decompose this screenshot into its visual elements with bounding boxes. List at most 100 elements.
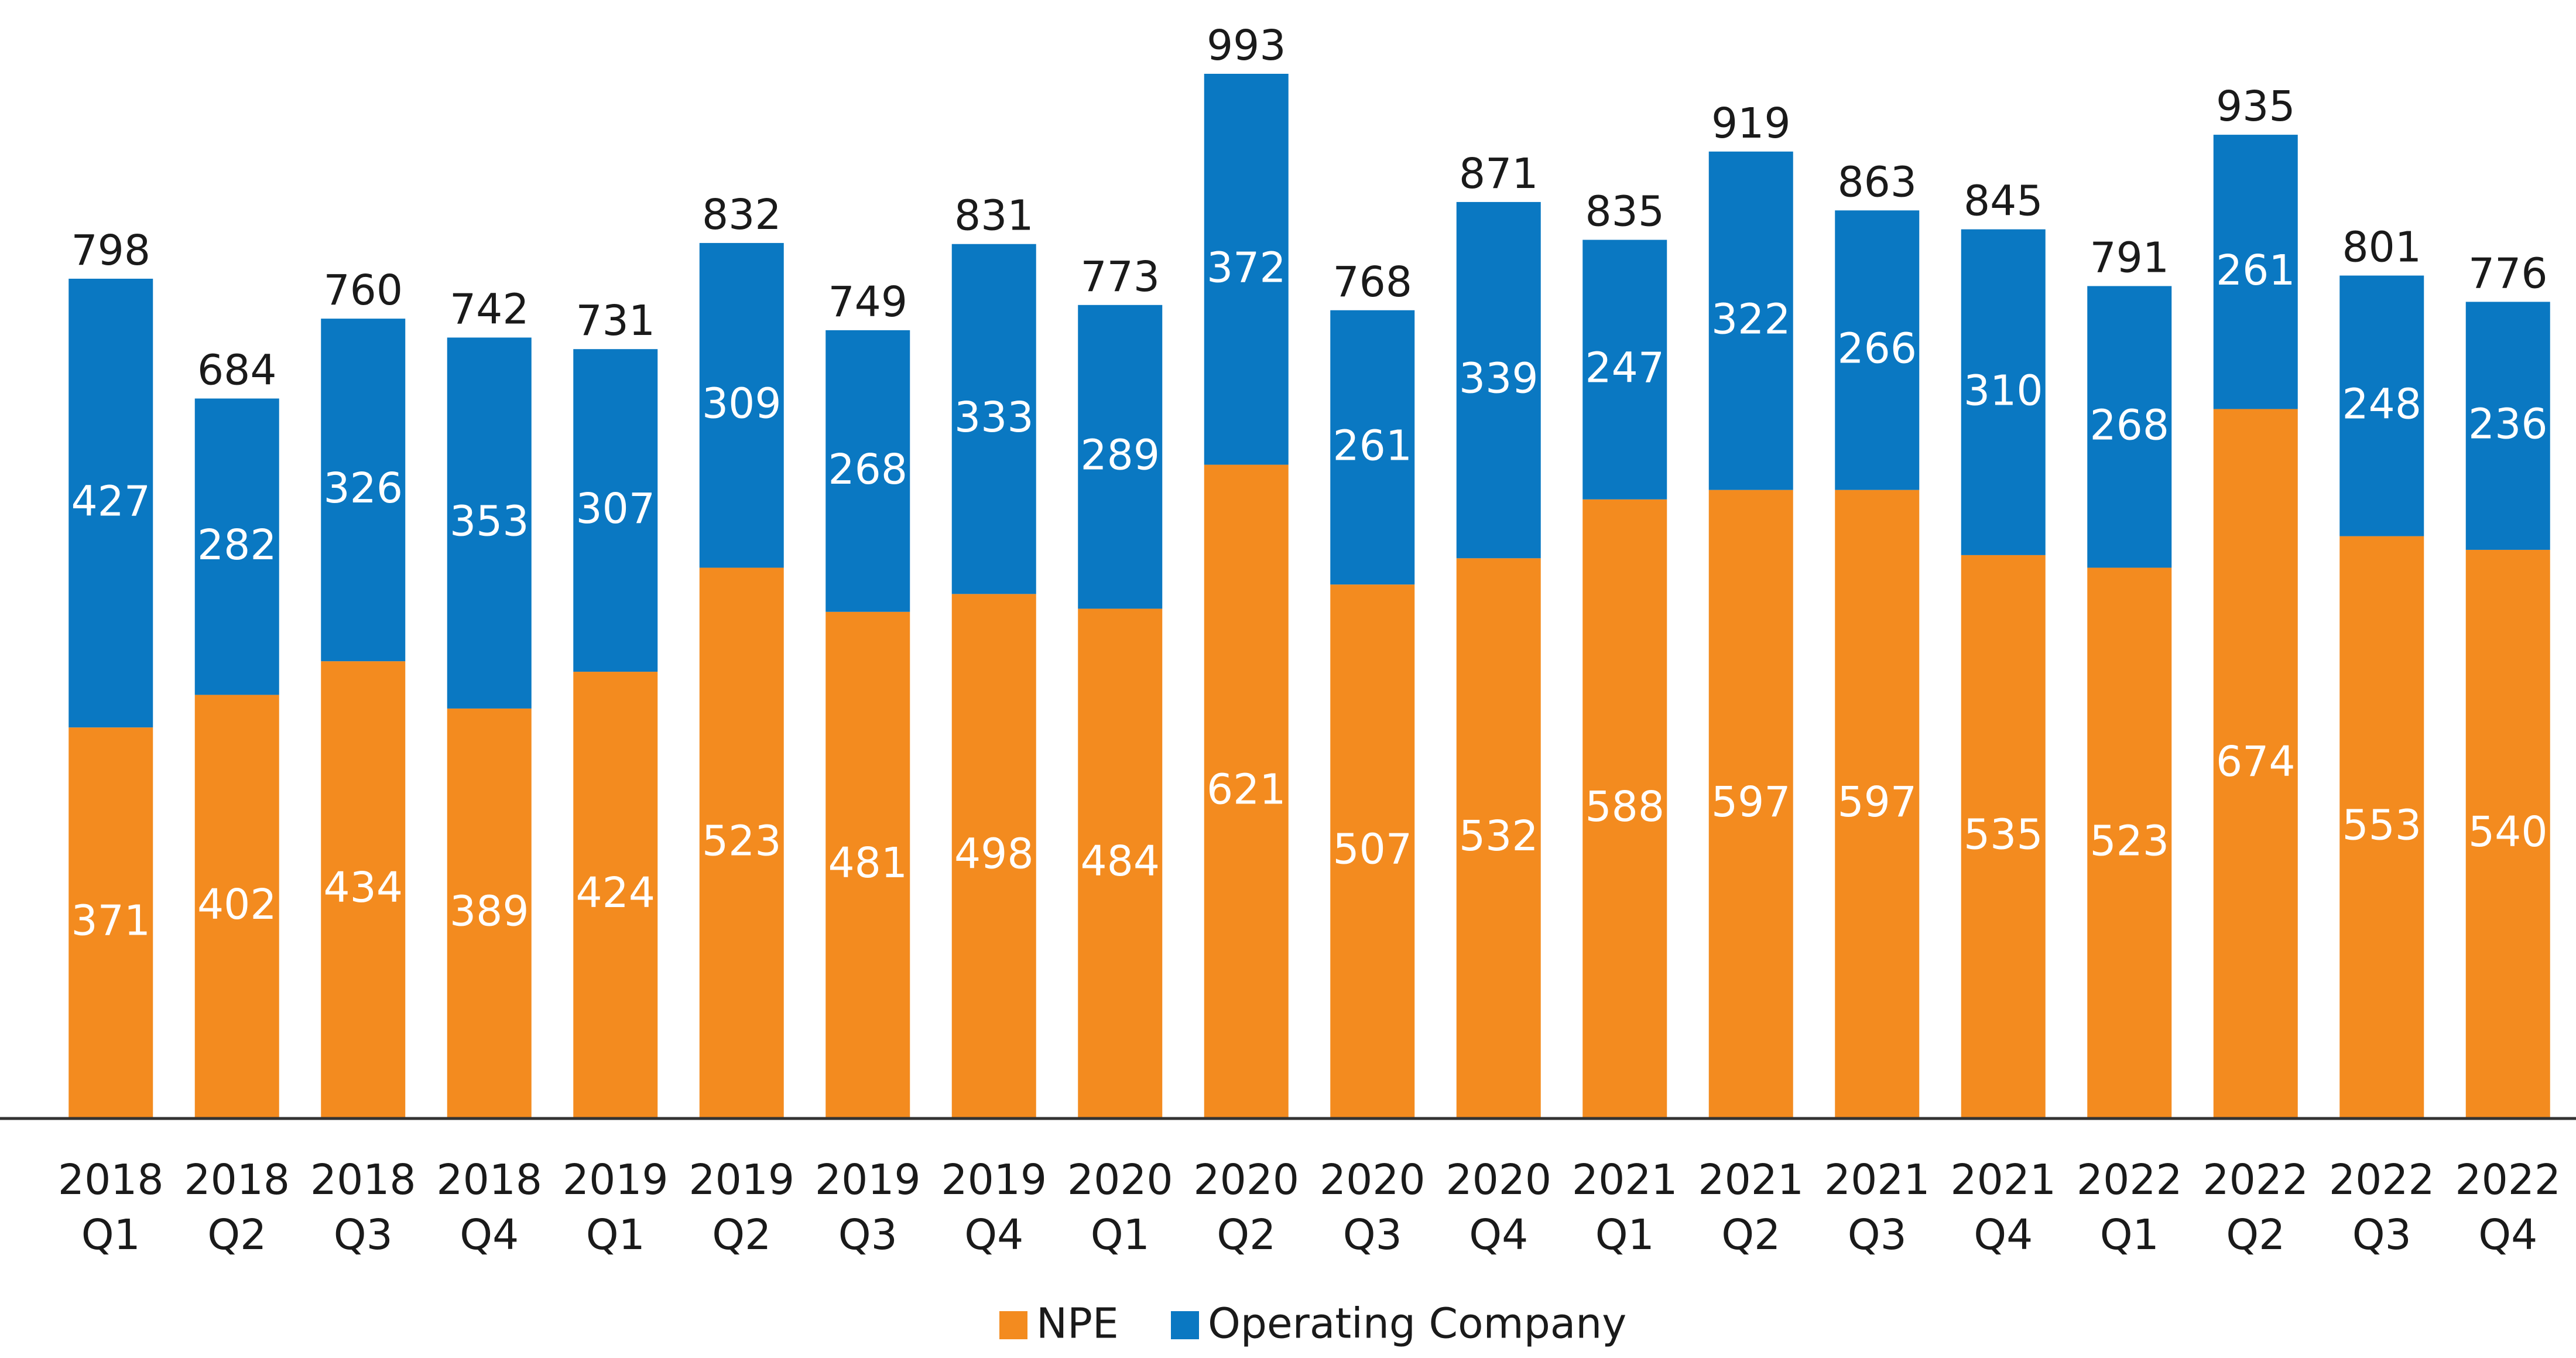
data-label-operating-company-2021-q4: 310 <box>1964 366 2043 415</box>
total-label-2020-q2: 993 <box>1207 21 1286 70</box>
tick-label-quarter-2020-q3: Q3 <box>1343 1210 1402 1259</box>
tick-label-year-2021-q4: 2021 <box>1950 1155 2056 1204</box>
tick-label-year-2022-q4: 2022 <box>2455 1155 2561 1204</box>
data-label-operating-company-2019-q2: 309 <box>702 379 782 428</box>
data-label-npe-2020-q3: 507 <box>1332 825 1412 874</box>
data-label-operating-company-2020-q1: 289 <box>1080 431 1160 480</box>
data-label-operating-company-2019-q3: 268 <box>828 445 907 494</box>
data-label-npe-2021-q4: 535 <box>1964 810 2043 858</box>
data-label-npe-2022-q1: 523 <box>2089 816 2169 865</box>
legend-swatch-npe <box>999 1311 1027 1339</box>
tick-label-year-2020-q1: 2020 <box>1067 1155 1173 1204</box>
tick-label-year-2018-q3: 2018 <box>310 1155 416 1204</box>
tick-label-quarter-2021-q4: Q4 <box>1974 1210 2033 1259</box>
tick-label-quarter-2022-q4: Q4 <box>2478 1210 2537 1259</box>
data-label-operating-company-2019-q1: 307 <box>576 484 655 533</box>
tick-label-quarter-2018-q3: Q3 <box>334 1210 393 1259</box>
total-label-2018-q2: 684 <box>197 346 277 395</box>
data-label-npe-2022-q2: 674 <box>2216 737 2296 786</box>
bars-layer: 3714277984022826844343267603893537424243… <box>68 21 2550 1117</box>
total-label-2021-q4: 845 <box>1964 177 2043 225</box>
total-label-2019-q2: 832 <box>702 190 782 239</box>
data-label-operating-company-2021-q3: 266 <box>1837 324 1917 373</box>
data-label-npe-2021-q3: 597 <box>1837 778 1917 826</box>
tick-label-quarter-2019-q1: Q1 <box>586 1210 645 1259</box>
tick-label-year-2020-q3: 2020 <box>1320 1155 1426 1204</box>
tick-label-year-2020-q4: 2020 <box>1445 1155 1551 1204</box>
data-label-operating-company-2018-q3: 326 <box>323 464 403 512</box>
total-label-2020-q1: 773 <box>1080 252 1160 301</box>
tick-label-year-2022-q2: 2022 <box>2202 1155 2308 1204</box>
tick-label-quarter-2018-q4: Q4 <box>460 1210 519 1259</box>
tick-label-year-2021-q3: 2021 <box>1824 1155 1930 1204</box>
tick-label-quarter-2022-q2: Q2 <box>2226 1210 2285 1259</box>
data-label-operating-company-2022-q3: 248 <box>2342 380 2421 429</box>
total-label-2022-q4: 776 <box>2468 249 2548 297</box>
total-label-2022-q3: 801 <box>2342 223 2421 272</box>
tick-label-year-2019-q4: 2019 <box>941 1155 1047 1204</box>
tick-label-year-2018-q2: 2018 <box>184 1155 290 1204</box>
data-label-npe-2020-q2: 621 <box>1207 765 1286 813</box>
tick-label-quarter-2020-q4: Q4 <box>1469 1210 1528 1259</box>
tick-label-year-2018-q1: 2018 <box>58 1155 164 1204</box>
data-label-operating-company-2018-q1: 427 <box>71 477 150 526</box>
data-label-operating-company-2020-q2: 372 <box>1207 243 1286 292</box>
total-label-2021-q2: 919 <box>1711 99 1791 148</box>
tick-label-quarter-2020-q1: Q1 <box>1091 1210 1150 1259</box>
data-label-npe-2020-q4: 532 <box>1459 812 1539 860</box>
legend: NPE Operating Company <box>999 1299 1626 1348</box>
data-label-npe-2022-q4: 540 <box>2468 808 2548 856</box>
tick-label-quarter-2018-q1: Q1 <box>81 1210 141 1259</box>
data-label-npe-2018-q4: 389 <box>450 887 529 935</box>
tick-label-quarter-2021-q2: Q2 <box>1721 1210 1780 1259</box>
data-label-npe-2022-q3: 553 <box>2342 801 2421 849</box>
tick-label-quarter-2019-q2: Q2 <box>712 1210 771 1259</box>
total-label-2021-q3: 863 <box>1837 158 1917 206</box>
data-label-npe-2019-q2: 523 <box>702 816 782 865</box>
total-label-2018-q1: 798 <box>71 226 150 275</box>
tick-label-quarter-2022-q3: Q3 <box>2352 1210 2411 1259</box>
data-label-npe-2019-q4: 498 <box>954 830 1034 878</box>
tick-label-year-2018-q4: 2018 <box>436 1155 542 1204</box>
data-label-operating-company-2019-q4: 333 <box>954 393 1034 442</box>
data-label-operating-company-2020-q3: 261 <box>1332 421 1412 470</box>
legend-label-operating-company: Operating Company <box>1208 1299 1626 1348</box>
total-label-2019-q1: 731 <box>576 296 655 345</box>
data-label-npe-2019-q1: 424 <box>576 868 655 917</box>
tick-label-quarter-2022-q1: Q1 <box>2100 1210 2159 1259</box>
tick-label-year-2021-q2: 2021 <box>1698 1155 1804 1204</box>
tick-label-year-2022-q3: 2022 <box>2329 1155 2435 1204</box>
x-axis-tick-labels: 2018 Q1 2018 Q2 2018 Q3 2018 Q4 2019 Q1 2019 Q2 2019… <box>58 1155 2561 1259</box>
data-label-npe-2018-q3: 434 <box>323 863 403 912</box>
legend-label-npe: NPE <box>1036 1299 1119 1348</box>
data-label-npe-2020-q1: 484 <box>1080 837 1160 885</box>
tick-label-year-2021-q1: 2021 <box>1572 1155 1678 1204</box>
data-label-operating-company-2021-q1: 247 <box>1585 344 1664 392</box>
total-label-2021-q1: 835 <box>1585 187 1664 236</box>
total-label-2022-q2: 935 <box>2216 82 2296 131</box>
legend-swatch-operating-company <box>1171 1311 1199 1339</box>
tick-label-quarter-2020-q2: Q2 <box>1217 1210 1276 1259</box>
data-label-operating-company-2018-q2: 282 <box>197 521 277 569</box>
data-label-npe-2019-q3: 481 <box>828 839 907 887</box>
tick-label-quarter-2021-q3: Q3 <box>1848 1210 1907 1259</box>
tick-label-quarter-2019-q4: Q4 <box>964 1210 1023 1259</box>
tick-label-year-2022-q1: 2022 <box>2077 1155 2183 1204</box>
data-label-npe-2021-q2: 597 <box>1711 778 1791 826</box>
tick-label-year-2019-q1: 2019 <box>563 1155 669 1204</box>
total-label-2019-q4: 831 <box>954 191 1034 240</box>
tick-label-quarter-2021-q1: Q1 <box>1595 1210 1654 1259</box>
tick-label-quarter-2019-q3: Q3 <box>838 1210 898 1259</box>
tick-label-quarter-2018-q2: Q2 <box>207 1210 266 1259</box>
data-label-npe-2018-q1: 371 <box>71 897 150 945</box>
data-label-operating-company-2022-q4: 236 <box>2468 400 2548 449</box>
tick-label-year-2020-q2: 2020 <box>1193 1155 1299 1204</box>
tick-label-year-2019-q3: 2019 <box>815 1155 921 1204</box>
data-label-npe-2018-q2: 402 <box>197 880 277 929</box>
total-label-2022-q1: 791 <box>2089 234 2169 282</box>
total-label-2020-q4: 871 <box>1459 149 1539 198</box>
data-label-npe-2021-q1: 588 <box>1585 782 1664 831</box>
data-label-operating-company-2020-q4: 339 <box>1459 354 1539 403</box>
data-label-operating-company-2022-q2: 261 <box>2216 246 2296 295</box>
